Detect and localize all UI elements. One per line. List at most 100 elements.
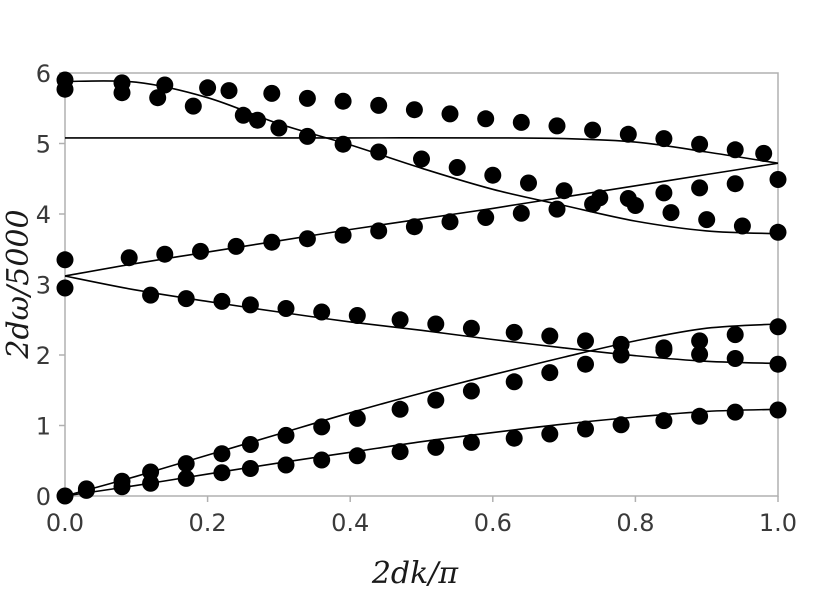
model-curve-4	[64, 162, 779, 277]
y-tick-label: 2	[36, 342, 51, 370]
data-point	[227, 237, 245, 255]
data-point	[313, 418, 331, 436]
data-point	[298, 230, 316, 248]
data-point	[691, 179, 709, 197]
data-point	[348, 447, 366, 465]
x-tick-label: 0.8	[616, 509, 654, 537]
data-point	[277, 300, 295, 317]
data-point	[619, 125, 637, 143]
data-point	[413, 150, 430, 168]
data-point	[348, 409, 366, 427]
data-point	[56, 279, 74, 297]
data-point	[142, 463, 160, 481]
data-point	[448, 159, 466, 176]
data-point	[298, 89, 316, 107]
data-point	[612, 416, 630, 434]
data-point	[769, 401, 787, 419]
data-point	[505, 323, 523, 341]
data-point	[626, 197, 644, 214]
data-point	[142, 286, 160, 304]
data-point	[520, 174, 537, 192]
data-point	[462, 433, 480, 451]
data-point	[156, 76, 174, 94]
data-point	[655, 130, 673, 148]
y-axis-ticks: 0 1 2 3 4 5 6	[36, 60, 65, 511]
data-point	[156, 245, 174, 263]
y-tick-label: 5	[36, 131, 51, 159]
data-point	[769, 223, 787, 241]
data-point	[199, 79, 217, 97]
data-point	[655, 341, 673, 359]
x-tick-label: 1.0	[759, 509, 797, 537]
data-point	[277, 426, 295, 444]
data-point	[234, 106, 252, 124]
data-point	[192, 242, 209, 260]
data-point	[427, 315, 445, 333]
data-point	[548, 117, 566, 135]
data-point	[726, 175, 744, 193]
model-curve-5	[64, 80, 779, 235]
data-point	[555, 182, 573, 200]
data-point	[726, 326, 744, 344]
x-axis-label: 2dk/π	[371, 556, 460, 591]
data-point	[177, 455, 195, 473]
data-point	[334, 135, 352, 153]
data-point	[184, 97, 202, 115]
data-point	[755, 144, 773, 162]
data-point	[241, 296, 259, 314]
data-point	[541, 327, 559, 345]
data-point	[591, 189, 609, 207]
data-point	[691, 135, 709, 153]
data-point	[56, 487, 74, 505]
data-points	[56, 71, 787, 505]
data-point	[733, 217, 751, 235]
data-point	[370, 143, 388, 161]
data-point	[441, 105, 459, 123]
data-point	[512, 204, 530, 222]
data-point	[313, 303, 331, 321]
data-point	[577, 420, 594, 438]
data-point	[612, 335, 630, 353]
data-point	[370, 222, 388, 240]
data-point	[177, 290, 195, 308]
data-point	[726, 403, 744, 421]
data-point	[213, 292, 231, 310]
data-point	[577, 332, 594, 350]
data-point	[313, 451, 331, 469]
data-point	[334, 226, 352, 244]
data-point	[241, 436, 259, 453]
data-point	[177, 469, 195, 487]
data-point	[270, 119, 288, 137]
x-tick-label: 0.4	[331, 509, 369, 537]
x-tick-label: 0.0	[46, 509, 84, 537]
y-axis-label: 2dω/5000	[1, 209, 36, 359]
data-point	[584, 121, 602, 139]
data-point	[405, 101, 423, 119]
data-point	[149, 89, 167, 107]
data-point	[541, 425, 559, 443]
data-point	[241, 460, 259, 477]
y-tick-label: 4	[36, 201, 51, 229]
data-point	[277, 456, 295, 474]
data-point	[698, 211, 716, 229]
data-point	[213, 445, 231, 463]
data-point	[505, 373, 523, 391]
data-point	[348, 307, 366, 324]
data-point	[120, 249, 138, 267]
y-tick-label: 1	[36, 413, 51, 441]
data-point	[220, 82, 238, 100]
data-point	[769, 318, 787, 336]
data-point	[541, 364, 559, 382]
data-point	[391, 311, 409, 329]
data-point	[477, 209, 495, 226]
data-point	[505, 429, 523, 447]
data-point	[298, 127, 316, 145]
y-tick-label: 3	[36, 272, 51, 300]
data-point	[484, 166, 502, 184]
data-point	[213, 464, 231, 482]
data-point	[77, 480, 95, 498]
data-point	[769, 355, 787, 373]
data-point	[691, 407, 709, 425]
data-point	[769, 171, 787, 188]
